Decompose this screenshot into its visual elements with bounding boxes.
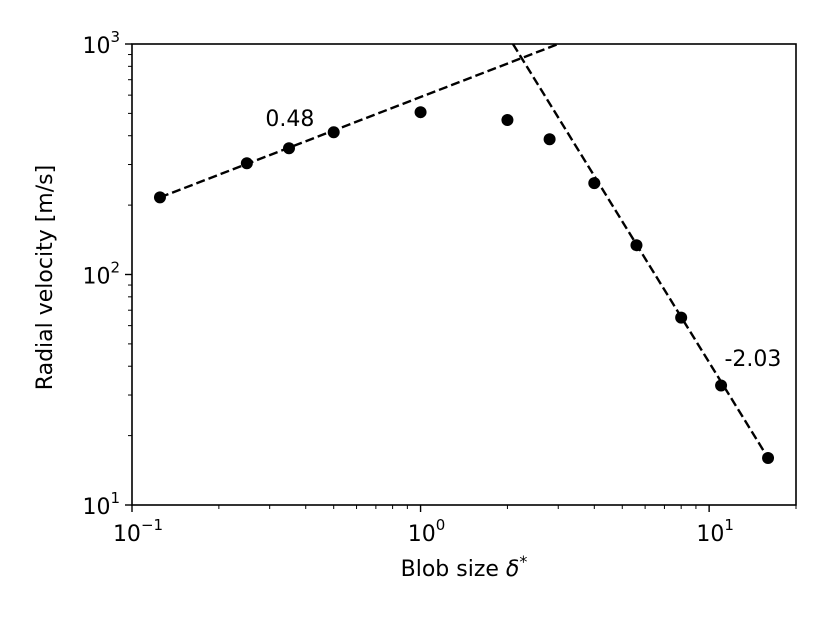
fit-lines	[159, 44, 770, 459]
slope-annotations: 0.48 -2.03	[265, 107, 781, 372]
data-point	[240, 157, 253, 170]
fit-line	[159, 44, 559, 199]
data-point	[588, 177, 601, 190]
data-point	[501, 114, 514, 127]
fit-line	[511, 44, 770, 459]
y-tick-label: 101	[82, 489, 120, 520]
data-point	[327, 126, 340, 139]
y-axis-label: Radial velocity [m/s]	[33, 165, 58, 390]
data-points	[153, 106, 775, 464]
data-point	[153, 191, 166, 204]
x-tick-label: 101	[696, 516, 734, 547]
x-tick-label: 100	[408, 516, 446, 547]
data-point	[675, 311, 688, 324]
data-point	[630, 239, 643, 252]
axes-frame	[131, 43, 797, 506]
y-tick-label: 103	[82, 28, 120, 59]
data-point	[543, 133, 556, 146]
y-tick-label: 102	[82, 259, 120, 290]
x-tick-label: 10−1	[113, 516, 163, 547]
x-axis-label: Blob size δ*	[401, 552, 528, 582]
slope-annotation: 0.48	[265, 107, 314, 132]
axis-ticks: 10−1 100 101 101 102 103	[82, 28, 797, 547]
data-point	[414, 106, 427, 119]
data-point	[282, 142, 295, 155]
data-point	[762, 451, 775, 464]
slope-annotation: -2.03	[724, 347, 781, 372]
data-point	[715, 379, 728, 392]
